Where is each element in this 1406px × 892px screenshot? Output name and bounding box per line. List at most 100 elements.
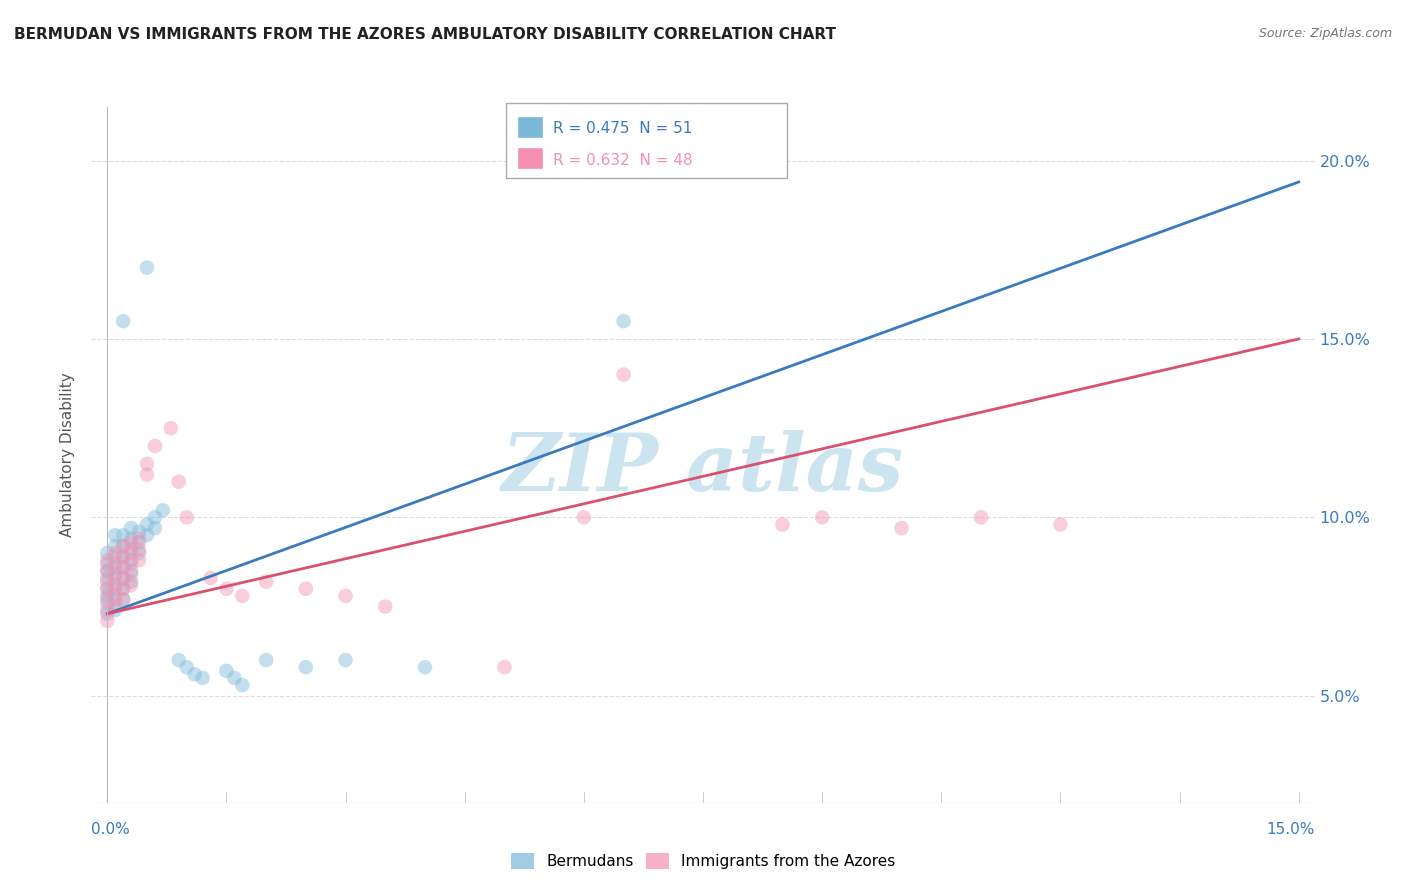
Point <box>120 532 142 546</box>
Point <box>104 589 127 603</box>
Point <box>374 599 396 614</box>
Point <box>112 528 135 542</box>
Point <box>96 589 118 603</box>
Point <box>120 578 142 592</box>
Point <box>191 671 214 685</box>
Point <box>120 557 142 571</box>
Point <box>295 660 318 674</box>
Point <box>120 564 142 578</box>
Point <box>112 582 135 596</box>
Point <box>104 567 127 582</box>
Point <box>143 521 166 535</box>
Point <box>112 571 135 585</box>
Point <box>112 560 135 574</box>
Point <box>96 596 118 610</box>
Point <box>613 368 636 382</box>
Point <box>254 653 277 667</box>
Point <box>120 535 142 549</box>
Point <box>96 571 118 585</box>
Point <box>811 510 834 524</box>
Point <box>112 571 135 585</box>
Point <box>176 660 198 674</box>
Point <box>215 582 238 596</box>
Point <box>136 517 159 532</box>
Point <box>215 664 238 678</box>
Legend: Bermudans, Immigrants from the Azores: Bermudans, Immigrants from the Azores <box>505 847 901 875</box>
Point <box>112 314 135 328</box>
Point <box>120 567 142 582</box>
Point <box>120 521 142 535</box>
Point <box>572 510 595 524</box>
Point <box>104 560 127 574</box>
Point <box>112 592 135 607</box>
Point <box>112 592 135 607</box>
Point <box>104 578 127 592</box>
Text: R = 0.475  N = 51: R = 0.475 N = 51 <box>553 121 692 136</box>
Point <box>104 528 127 542</box>
Point <box>112 549 135 564</box>
Text: R = 0.632  N = 48: R = 0.632 N = 48 <box>553 153 692 168</box>
Text: ZIP atlas: ZIP atlas <box>502 430 904 508</box>
Point <box>143 510 166 524</box>
Point <box>128 532 150 546</box>
Point <box>128 542 150 557</box>
Point <box>96 564 118 578</box>
Point <box>120 553 142 567</box>
Point <box>104 539 127 553</box>
Point <box>104 599 127 614</box>
Y-axis label: Ambulatory Disability: Ambulatory Disability <box>60 373 76 537</box>
Point <box>970 510 993 524</box>
Point <box>159 421 181 435</box>
Point <box>104 582 127 596</box>
Point <box>224 671 246 685</box>
Point <box>295 582 318 596</box>
Point <box>167 653 190 667</box>
Point <box>183 667 205 681</box>
Point <box>96 582 118 596</box>
Point <box>136 528 159 542</box>
Point <box>413 660 436 674</box>
Point <box>613 314 636 328</box>
Point <box>143 439 166 453</box>
Point <box>104 592 127 607</box>
Point <box>231 589 253 603</box>
Point <box>96 557 118 571</box>
Point <box>104 546 127 560</box>
Point <box>136 457 159 471</box>
Text: Source: ZipAtlas.com: Source: ZipAtlas.com <box>1258 27 1392 40</box>
Point <box>104 557 127 571</box>
Point <box>167 475 190 489</box>
Point <box>96 564 118 578</box>
Point <box>770 517 793 532</box>
Point <box>120 546 142 560</box>
Point <box>96 574 118 589</box>
Point <box>120 542 142 557</box>
Point <box>128 535 150 549</box>
Point <box>120 574 142 589</box>
Point <box>200 571 222 585</box>
Point <box>176 510 198 524</box>
Point <box>136 467 159 482</box>
Point <box>231 678 253 692</box>
Point <box>96 592 118 607</box>
Point <box>96 614 118 628</box>
Point <box>96 607 118 621</box>
Point <box>96 546 118 560</box>
Point <box>335 589 357 603</box>
Point <box>112 549 135 564</box>
Point <box>112 560 135 574</box>
Text: 15.0%: 15.0% <box>1267 822 1315 837</box>
Point <box>96 603 118 617</box>
Text: 0.0%: 0.0% <box>91 822 131 837</box>
Point <box>890 521 912 535</box>
Point <box>128 524 150 539</box>
Point <box>128 553 150 567</box>
Point <box>494 660 516 674</box>
Text: BERMUDAN VS IMMIGRANTS FROM THE AZORES AMBULATORY DISABILITY CORRELATION CHART: BERMUDAN VS IMMIGRANTS FROM THE AZORES A… <box>14 27 837 42</box>
Point <box>104 571 127 585</box>
Point <box>112 539 135 553</box>
Point <box>112 582 135 596</box>
Point <box>96 582 118 596</box>
Point <box>335 653 357 667</box>
Point <box>112 539 135 553</box>
